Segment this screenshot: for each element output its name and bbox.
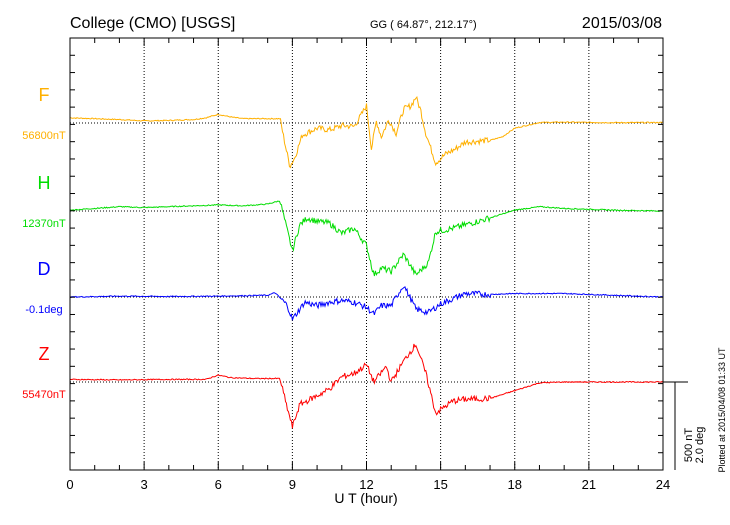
- x-tick-label: 9: [289, 477, 296, 492]
- chart-title: College (CMO) [USGS]: [70, 15, 235, 32]
- x-tick-label: 21: [582, 477, 596, 492]
- trace-h: [69, 200, 664, 277]
- series-baseline-h: 12370nT: [22, 218, 66, 230]
- x-tick-label: 3: [141, 477, 148, 492]
- x-tick-label: 6: [215, 477, 222, 492]
- series-baseline-f: 56800nT: [22, 130, 66, 142]
- x-tick-label: 0: [66, 477, 73, 492]
- series-labels: F 56800nT H 12370nT D -0.1deg Z 55470nT: [22, 85, 66, 401]
- traces: [69, 95, 664, 429]
- grid: [70, 38, 663, 470]
- x-axis-label: U T (hour): [334, 490, 397, 506]
- series-name-h: H: [38, 173, 51, 193]
- date-label: 2015/03/08: [582, 15, 662, 32]
- x-tick-label: 18: [508, 477, 522, 492]
- trace-z: [69, 343, 664, 429]
- series-baseline-d: -0.1deg: [25, 304, 62, 316]
- series-baseline-z: 55470nT: [22, 389, 66, 401]
- series-name-d: D: [38, 259, 51, 279]
- series-name-z: Z: [39, 344, 50, 364]
- series-name-f: F: [39, 85, 50, 105]
- scale-label-deg: 2.0 deg: [694, 427, 706, 464]
- trace-f: [70, 95, 664, 169]
- x-tick-label: 24: [656, 477, 670, 492]
- coordinates-label: GG ( 64.87°, 212.17°): [370, 19, 477, 31]
- x-tick-label: 15: [433, 477, 447, 492]
- plotted-at-label: Plotted at 2015/04/08 01:33 UT: [717, 347, 727, 473]
- x-ticks: 0 3 6 9 12 15 18 21 24: [66, 38, 670, 492]
- trace-d: [69, 286, 663, 321]
- x-tick-label: 12: [359, 477, 373, 492]
- scale-label-nt: 500 nT: [683, 428, 695, 463]
